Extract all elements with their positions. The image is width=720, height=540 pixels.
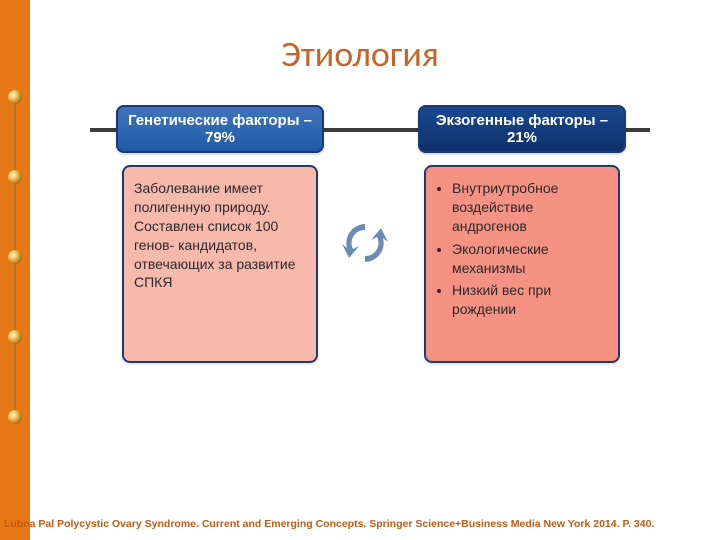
list-item: Экологические механизмы	[452, 240, 608, 278]
genetic-factors-label: Генетические факторы – 79%	[122, 112, 318, 146]
cycle-arrows-icon	[340, 218, 390, 268]
genetic-factors-header: Генетические факторы – 79%	[116, 105, 324, 153]
slide: Этиология Генетические факторы – 79% Экз…	[0, 0, 720, 540]
page-title: Этиология	[0, 32, 720, 76]
exogenous-factors-header: Экзогенные факторы – 21%	[418, 105, 626, 153]
genetic-factors-box: Заболевание имеет полигенную природу. Со…	[122, 165, 318, 363]
exogenous-factors-list: Внутриутробное воздействие андрогенов Эко…	[436, 179, 608, 319]
list-item: Низкий вес при рождении	[452, 281, 608, 319]
ornament-bead	[8, 250, 22, 264]
citation-text: Lubna Pal Polycystic Ovary Syndrome. Cur…	[4, 518, 716, 530]
genetic-factors-text: Заболевание имеет полигенную природу. Со…	[134, 180, 296, 290]
ornament-bead	[8, 410, 22, 424]
list-item: Внутриутробное воздействие андрогенов	[452, 179, 608, 236]
ornament-bead	[8, 330, 22, 344]
exogenous-factors-box: Внутриутробное воздействие андрогенов Эко…	[424, 165, 620, 363]
ornament-bead	[8, 170, 22, 184]
ornament-bead	[8, 90, 22, 104]
connector-bar-right	[626, 128, 650, 132]
connector-bar-mid	[324, 128, 418, 132]
exogenous-factors-label: Экзогенные факторы – 21%	[424, 112, 620, 146]
